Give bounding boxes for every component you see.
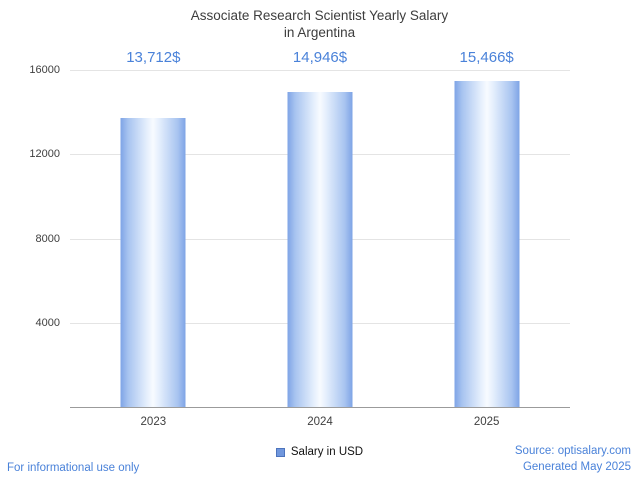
y-axis-tick-label: 16000 — [29, 64, 60, 76]
disclaimer-text: For informational use only — [7, 462, 140, 474]
generated-date: Generated May 2025 — [522, 461, 631, 473]
source-link[interactable]: Source: optisalary.com — [514, 445, 631, 457]
chart-title-line-2: in Argentina — [283, 25, 356, 40]
chart-title: Associate Research Scientist Yearly Sala… — [0, 7, 639, 41]
y-axis-tick-label: 8000 — [35, 232, 60, 245]
x-axis-tick-label: 2023 — [140, 416, 167, 428]
bar-2025 — [454, 81, 520, 407]
legend-item[interactable]: Salary in USD — [0, 446, 639, 458]
bar-2024 — [287, 92, 353, 407]
bar-value-label: 13,712$ — [126, 49, 181, 66]
y-axis-tick-label: 12000 — [29, 148, 60, 161]
bar-value-label: 14,946$ — [292, 49, 348, 66]
gridline — [70, 70, 570, 71]
footer-credits: Source: optisalary.com Generated May 202… — [515, 443, 631, 475]
bar-value-label: 15,466$ — [459, 49, 514, 66]
plot-area: 4000 8000 12000 16000 13,712$ 2023 14,946$ 2024… — [29, 49, 570, 428]
x-axis-tick-label: 2024 — [307, 416, 333, 428]
x-axis-tick-label: 2025 — [473, 416, 500, 428]
chart-title-line-1: Associate Research Scientist Yearly Sala… — [190, 8, 449, 23]
legend-swatch-icon — [275, 447, 285, 457]
y-axis-tick-label: 4000 — [35, 316, 60, 329]
legend-label: Salary in USD — [290, 446, 364, 458]
bar-2023 — [120, 118, 186, 407]
